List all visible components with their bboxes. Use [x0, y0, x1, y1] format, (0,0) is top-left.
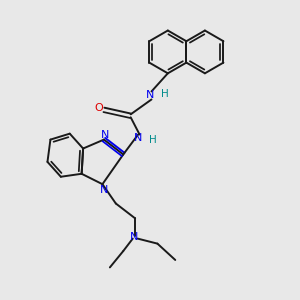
Text: H: H: [149, 135, 157, 145]
Text: O: O: [94, 103, 103, 113]
Text: N: N: [130, 232, 139, 242]
Text: N: N: [100, 184, 108, 194]
Text: N: N: [101, 130, 110, 140]
Text: N: N: [146, 90, 154, 100]
Text: H: H: [161, 88, 169, 98]
Text: N: N: [134, 133, 142, 143]
